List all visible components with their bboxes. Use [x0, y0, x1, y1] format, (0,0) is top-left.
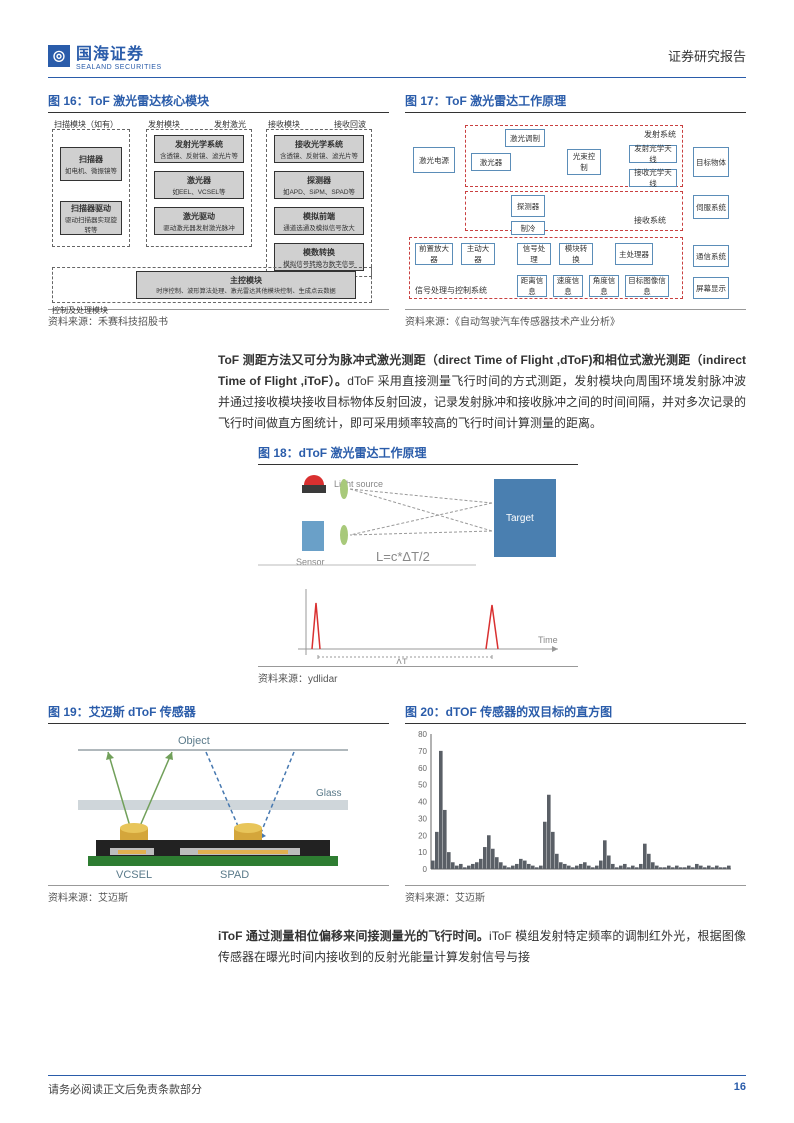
fig16-diagram: 扫描模块（如有） 扫描器 如电机、微振镜等 扫描器驱动 驱动扫描器实现旋转等 发… [48, 117, 389, 307]
fig18-caption: 资料来源：ydlidar [258, 670, 746, 685]
fig17-diagram: 发射系统 接收系统 信号处理与控制系统 激光电源 激光调制 激光器 光束控制 发… [405, 117, 746, 307]
company-name-cn: 国海证券 [76, 40, 162, 64]
paragraph-2: iToF 通过测量相位偏移来间接测量光的飞行时间。iToF 模组发射特定频率的调… [218, 926, 746, 968]
svg-text:80: 80 [418, 730, 427, 739]
svg-text:30: 30 [418, 814, 427, 823]
fig20-caption: 资料来源：艾迈斯 [405, 889, 746, 904]
svg-text:Time: Time [538, 635, 558, 645]
object-label: Object [178, 735, 210, 747]
svg-text:ΔT: ΔT [396, 657, 408, 664]
logo-icon: ◎ [48, 45, 70, 67]
svg-text:VCSEL: VCSEL [116, 869, 152, 881]
svg-text:70: 70 [418, 747, 427, 756]
svg-text:Target: Target [506, 513, 534, 524]
fig20-title: 图 20：dTOF 传感器的双目标的直方图 [405, 703, 746, 724]
svg-text:20: 20 [418, 831, 427, 840]
fig19-diagram: Object Glass [48, 728, 389, 883]
svg-text:60: 60 [418, 764, 427, 773]
svg-text:SPAD: SPAD [220, 869, 249, 881]
fig17-title: 图 17：ToF 激光雷达工作原理 [405, 92, 746, 113]
company-name-en: SEALAND SECURITIES [76, 64, 162, 71]
doc-type: 证券研究报告 [668, 46, 746, 65]
svg-text:0: 0 [423, 865, 428, 874]
fig19-title: 图 19：艾迈斯 dToF 传感器 [48, 703, 389, 724]
fig18-diagram: Light source Sensor Target L=c*ΔT/2 [258, 469, 578, 664]
svg-text:40: 40 [418, 798, 427, 807]
logo-block: ◎ 国海证券 SEALAND SECURITIES [48, 40, 162, 71]
footer-disclaimer: 请务必阅读正文后免责条款部分 [48, 1081, 202, 1097]
page-footer: 请务必阅读正文后免责条款部分 16 [48, 1075, 746, 1097]
svg-text:L=c*ΔT/2: L=c*ΔT/2 [376, 549, 430, 564]
paragraph-1: ToF 测距方法又可分为脉冲式激光测距（direct Time of Fligh… [218, 350, 746, 434]
fig18-title: 图 18：dToF 激光雷达工作原理 [258, 444, 578, 465]
fig17-caption: 资料来源：《自动驾驶汽车传感器技术产业分析》 [405, 313, 746, 328]
svg-text:50: 50 [418, 781, 427, 790]
fig20-chart: 0 10 20 30 40 50 60 70 80 [405, 728, 746, 883]
page-number: 16 [734, 1081, 746, 1097]
fig19-caption: 资料来源：艾迈斯 [48, 889, 389, 904]
fig16-title: 图 16：ToF 激光雷达核心模块 [48, 92, 389, 113]
svg-text:Glass: Glass [316, 788, 342, 799]
page-header: ◎ 国海证券 SEALAND SECURITIES 证券研究报告 [48, 40, 746, 78]
svg-text:10: 10 [418, 848, 427, 857]
